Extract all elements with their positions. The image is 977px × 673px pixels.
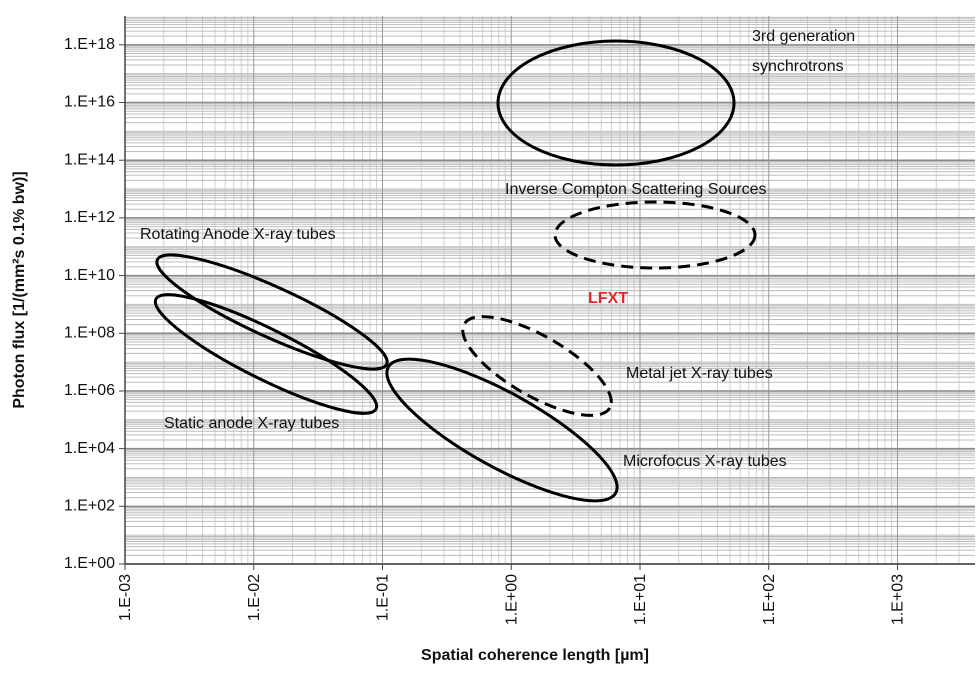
y-tick-label: 1.E+18 <box>64 36 115 53</box>
y-tick-label: 1.E+12 <box>64 209 115 226</box>
x-tick-label: 1.E+00 <box>503 574 520 625</box>
annotation: Microfocus X-ray tubes <box>623 453 787 470</box>
y-tick-label: 1.E+08 <box>64 324 115 341</box>
x-tick-label: 1.E+02 <box>761 574 778 625</box>
region-outline <box>496 39 736 167</box>
annotation: synchrotrons <box>752 58 844 75</box>
y-tick-label: 1.E+06 <box>64 382 115 399</box>
grid <box>124 16 975 565</box>
x-tick-label: 1.E+01 <box>632 574 649 625</box>
region-outline <box>153 293 379 415</box>
x-tick-label: 1.E+03 <box>890 574 907 625</box>
x-tick-label: 1.E-02 <box>246 574 263 621</box>
y-tick-label: 1.E+16 <box>64 94 115 111</box>
x-axis-title: Spatial coherence length [µm] <box>421 647 649 664</box>
y-axis-title: Photon flux [1/(mm²s 0.1% bw)] <box>11 171 28 408</box>
annotation: LFXT <box>588 290 628 307</box>
region-outline <box>461 315 613 417</box>
x-tick-label: 1.E-03 <box>117 574 134 621</box>
annotation: Rotating Anode X-ray tubes <box>140 226 336 243</box>
y-tick-label: 1.E+00 <box>64 555 115 572</box>
y-tick-label: 1.E+14 <box>64 151 115 168</box>
annotation: 3rd generation <box>752 28 855 45</box>
y-tick-label: 1.E+04 <box>64 440 115 457</box>
y-tick-label: 1.E+02 <box>64 498 115 515</box>
region-outline <box>385 357 619 503</box>
y-tick-label: 1.E+10 <box>64 267 115 284</box>
region-outline <box>155 253 389 371</box>
annotation: Inverse Compton Scattering Sources <box>505 181 766 198</box>
annotation: Metal jet X-ray tubes <box>626 365 773 382</box>
annotation: Static anode X-ray tubes <box>164 415 339 432</box>
x-tick-label: 1.E-01 <box>375 574 392 621</box>
region-outline <box>553 200 757 270</box>
